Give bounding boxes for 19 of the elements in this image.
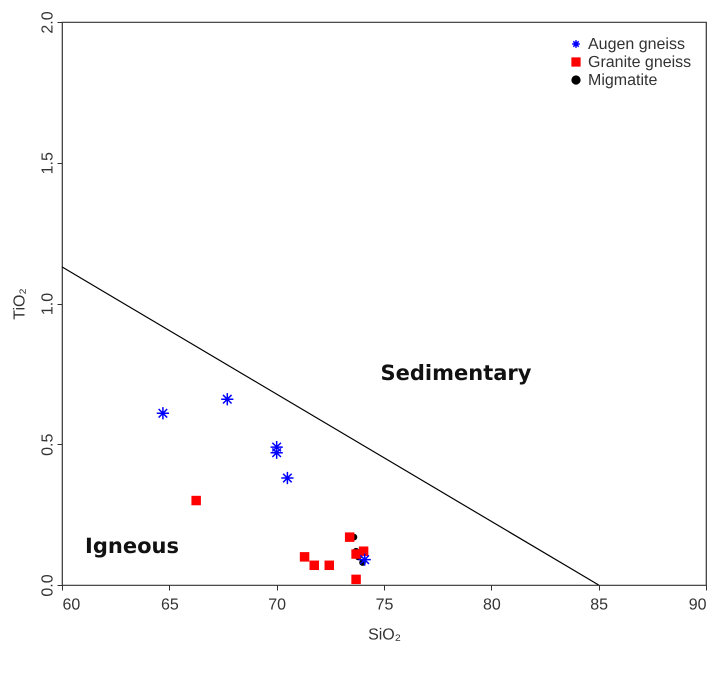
y-tick-label: 0.5 [40,434,56,456]
y-axis-title: TiO₂ [12,288,28,320]
annotation: Sedimentary [380,361,532,385]
x-tick-label: 60 [62,596,80,614]
legend-label: Augen gneiss [588,36,685,53]
x-tick-label: 85 [590,596,608,614]
x-tick-label: 80 [482,596,501,614]
annotation: Igneous [85,534,179,558]
x-axis-title: SiO₂ [368,626,401,644]
y-tick-label: 1.5 [40,152,56,174]
y-tick-label: 0.0 [40,574,56,597]
x-tick-label: 75 [376,596,394,614]
x-tick-label: 65 [160,596,179,614]
x-tick-label: 90 [688,596,707,614]
y-tick-label: 1.0 [40,292,56,316]
y-tick-label: 2.0 [40,11,56,34]
legend-label: Migmatite [588,72,658,89]
legend-label: Granite gneiss [588,54,692,71]
x-tick-label: 70 [268,596,286,614]
